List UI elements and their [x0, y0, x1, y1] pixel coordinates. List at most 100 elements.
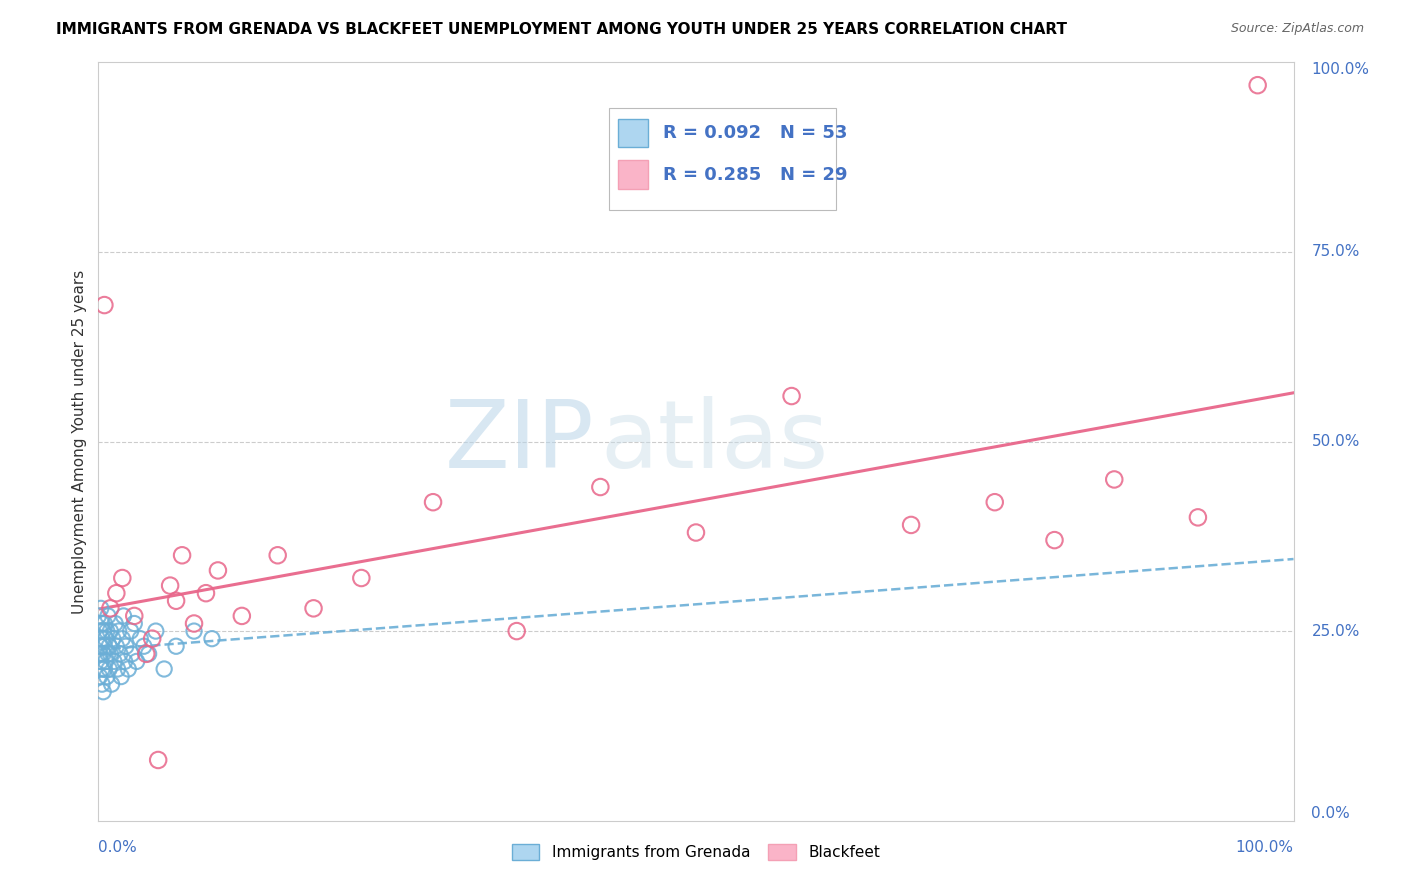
Point	[111, 632, 134, 646]
Point	[89, 624, 111, 639]
Text: 0.0%: 0.0%	[1312, 805, 1350, 821]
Point	[104, 616, 127, 631]
Point	[117, 662, 139, 676]
Point	[900, 517, 922, 532]
Point	[145, 624, 167, 639]
Point	[153, 662, 176, 676]
Point	[183, 624, 205, 639]
Point	[91, 624, 114, 639]
Text: 0.0%: 0.0%	[98, 839, 138, 855]
Point	[91, 616, 114, 631]
Point	[1104, 473, 1126, 487]
Point	[91, 662, 114, 676]
Point	[165, 594, 187, 608]
Point	[231, 608, 253, 623]
Text: 75.0%: 75.0%	[1312, 244, 1360, 260]
Point	[96, 624, 118, 639]
Point	[165, 639, 187, 653]
Point	[100, 677, 122, 691]
Point	[97, 608, 120, 623]
Point	[91, 647, 114, 661]
Point	[132, 639, 155, 653]
Point	[115, 639, 138, 653]
Point	[141, 632, 163, 646]
Point	[138, 647, 160, 661]
Point	[124, 608, 146, 623]
Text: 50.0%: 50.0%	[1312, 434, 1360, 449]
Point	[589, 480, 612, 494]
Point	[1247, 78, 1270, 92]
Point	[108, 647, 131, 661]
FancyBboxPatch shape	[619, 161, 648, 189]
Point	[172, 548, 194, 563]
Point	[98, 601, 122, 615]
Point	[1187, 510, 1209, 524]
Point	[112, 608, 135, 623]
Point	[110, 669, 132, 683]
Point	[98, 647, 122, 661]
Point	[124, 616, 146, 631]
Point	[87, 608, 110, 623]
Point	[207, 564, 229, 578]
Point	[148, 753, 170, 767]
Point	[350, 571, 373, 585]
Point	[94, 655, 117, 669]
Point	[105, 639, 128, 653]
Point	[159, 579, 181, 593]
Point	[101, 632, 124, 646]
Point	[195, 586, 218, 600]
Point	[93, 662, 115, 676]
Point	[94, 632, 117, 646]
FancyBboxPatch shape	[609, 108, 835, 211]
Point	[93, 639, 115, 653]
FancyBboxPatch shape	[619, 119, 648, 147]
Legend: Immigrants from Grenada, Blackfeet: Immigrants from Grenada, Blackfeet	[506, 838, 886, 866]
Point	[114, 655, 136, 669]
Point	[89, 669, 111, 683]
Point	[91, 685, 114, 699]
Text: R = 0.092   N = 53: R = 0.092 N = 53	[662, 124, 846, 142]
Point	[780, 389, 803, 403]
Point	[107, 624, 129, 639]
Point	[93, 298, 115, 312]
Point	[91, 677, 114, 691]
Text: 100.0%: 100.0%	[1312, 62, 1369, 78]
Point	[90, 639, 112, 653]
Point	[183, 616, 205, 631]
Point	[201, 632, 224, 646]
Point	[267, 548, 290, 563]
Point	[506, 624, 529, 639]
Point	[91, 632, 114, 646]
Point	[120, 624, 142, 639]
Point	[93, 616, 115, 631]
Point	[107, 662, 129, 676]
Point	[129, 632, 152, 646]
Point	[89, 647, 111, 661]
Point	[103, 655, 125, 669]
Point	[422, 495, 444, 509]
Point	[302, 601, 325, 615]
Point	[97, 647, 120, 661]
Point	[105, 586, 128, 600]
Text: 25.0%: 25.0%	[1312, 624, 1360, 639]
Text: atlas: atlas	[600, 395, 828, 488]
Point	[98, 639, 121, 653]
Point	[121, 647, 143, 661]
Point	[96, 669, 118, 683]
Y-axis label: Unemployment Among Youth under 25 years: Unemployment Among Youth under 25 years	[72, 269, 87, 614]
Point	[984, 495, 1007, 509]
Text: IMMIGRANTS FROM GRENADA VS BLACKFEET UNEMPLOYMENT AMONG YOUTH UNDER 25 YEARS COR: IMMIGRANTS FROM GRENADA VS BLACKFEET UNE…	[56, 22, 1067, 37]
Text: R = 0.285   N = 29: R = 0.285 N = 29	[662, 166, 846, 184]
Text: ZIP: ZIP	[444, 395, 595, 488]
Point	[135, 647, 157, 661]
Point	[685, 525, 707, 540]
Text: 100.0%: 100.0%	[1236, 839, 1294, 855]
Point	[111, 571, 134, 585]
Text: Source: ZipAtlas.com: Source: ZipAtlas.com	[1230, 22, 1364, 36]
Point	[1043, 533, 1066, 548]
Point	[125, 655, 148, 669]
Point	[90, 655, 112, 669]
Point	[98, 662, 121, 676]
Point	[98, 624, 122, 639]
Point	[90, 601, 112, 615]
